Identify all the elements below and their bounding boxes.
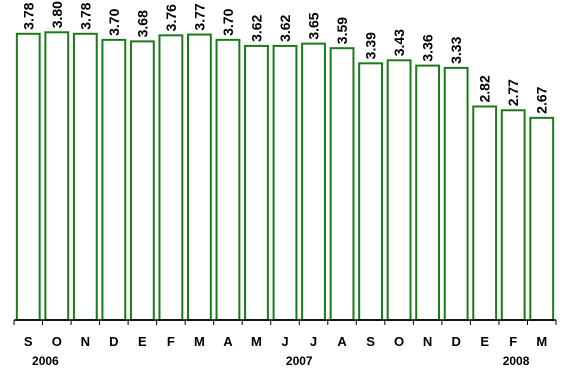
bar [215, 38, 241, 321]
year-label: 2007 [286, 354, 313, 368]
category-label: N [423, 334, 432, 349]
category-label: D [109, 334, 118, 349]
bar [187, 33, 212, 322]
category-label: O [394, 334, 404, 349]
x-ticks-group [13, 320, 557, 325]
bar [101, 38, 127, 321]
category-label: E [480, 334, 489, 349]
category-label: F [509, 334, 517, 349]
value-label: 3.65 [306, 12, 322, 39]
bar [72, 32, 98, 322]
category-label: M [251, 334, 262, 349]
category-label: D [451, 334, 460, 349]
category-label: M [194, 334, 205, 349]
value-label: 3.78 [20, 2, 36, 29]
category-label: A [337, 334, 347, 349]
category-label: J [281, 334, 288, 349]
value-label: 3.77 [191, 3, 207, 30]
bar [301, 42, 326, 322]
value-label: 2.67 [534, 86, 550, 113]
value-label: 3.70 [106, 8, 122, 35]
value-labels-group: 3.78 3.80 3.78 3.70 3.68 3.76 3.77 3.70 3.62 3.62… [20, 1, 549, 114]
value-label: 3.33 [448, 36, 464, 63]
bar [529, 116, 555, 322]
value-label: 3.39 [363, 32, 379, 59]
value-label: 3.62 [277, 14, 293, 41]
bar [44, 31, 70, 322]
bar [329, 47, 355, 322]
category-label: E [138, 334, 147, 349]
category-label: M [536, 334, 547, 349]
value-label: 3.70 [220, 8, 236, 35]
value-label: 3.43 [391, 29, 407, 56]
value-label: 3.78 [77, 2, 93, 29]
category-label: J [310, 334, 317, 349]
value-label: 2.82 [477, 75, 493, 102]
category-label: F [167, 334, 175, 349]
category-label: S [366, 334, 375, 349]
value-label: 3.36 [420, 34, 436, 61]
value-label: 3.59 [334, 17, 350, 44]
bar [443, 66, 469, 321]
bar [500, 109, 526, 322]
bar [15, 32, 41, 322]
bar [358, 62, 383, 321]
value-label: 2.77 [505, 79, 521, 106]
bar [472, 105, 498, 321]
value-label: 3.62 [248, 14, 264, 41]
bar [158, 34, 184, 321]
year-label: 2006 [32, 354, 59, 368]
bar [386, 59, 412, 322]
value-label: 3.68 [134, 10, 150, 37]
category-label: A [223, 334, 233, 349]
category-label: N [81, 334, 90, 349]
category-label: S [24, 334, 33, 349]
value-label: 3.76 [163, 4, 179, 31]
year-label: 2008 [503, 354, 530, 368]
category-label: O [52, 334, 62, 349]
bar [129, 40, 155, 321]
year-labels-group: 2006 2007 2008 [32, 354, 530, 368]
bar [415, 64, 441, 321]
bar [244, 44, 269, 322]
bar [272, 44, 298, 322]
value-label: 3.80 [49, 1, 65, 28]
bars-group [15, 31, 555, 322]
